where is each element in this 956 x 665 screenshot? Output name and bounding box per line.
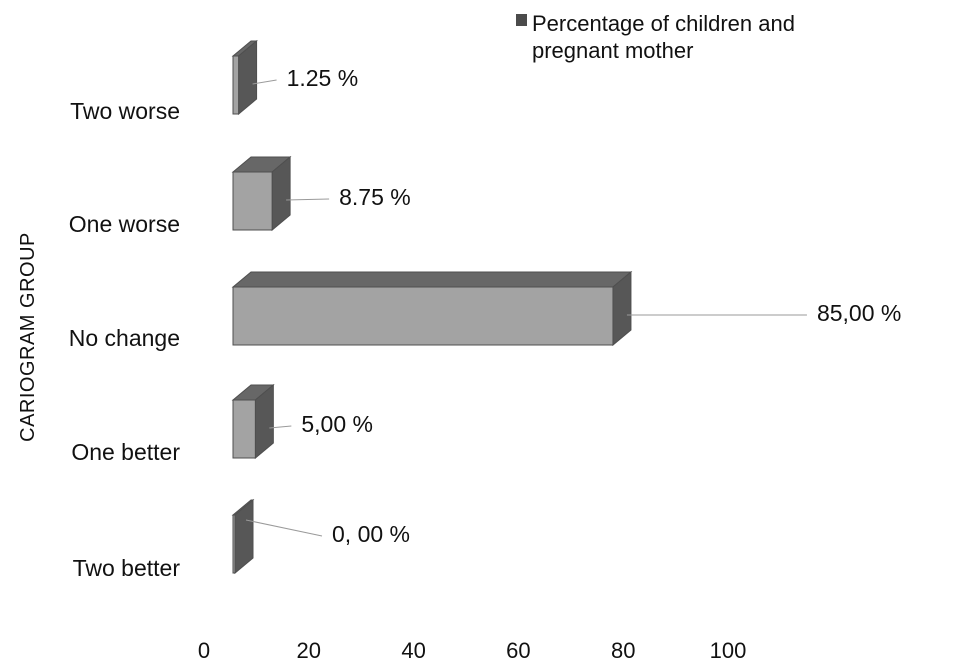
value-leader-lines <box>245 79 807 537</box>
value-leader-line <box>245 519 323 537</box>
x-axis-ticks: 0 20 40 60 80 100 <box>198 638 746 663</box>
bars <box>231 39 633 575</box>
x-tick-label: 0 <box>198 638 210 663</box>
legend-label-line-2: pregnant mother <box>532 38 693 63</box>
bar-front-face <box>232 399 256 459</box>
bar-front-face <box>232 171 273 231</box>
value-leader-line <box>269 425 292 429</box>
bar-group-two-better <box>231 498 255 575</box>
bar-group-no-change <box>231 270 633 347</box>
value-leader-line <box>286 198 330 201</box>
category-labels: Two worse One worse No change One better Two… <box>69 98 181 581</box>
legend: Percentage of children and pregnant moth… <box>516 11 801 63</box>
value-labels: 1.25 % 8.75 % 85,00 % 5,00 % 0, 00 % <box>287 65 902 547</box>
bar-group-two-worse <box>231 39 258 116</box>
value-label: 85,00 % <box>817 300 901 326</box>
x-tick-label: 20 <box>297 638 321 663</box>
category-label: One better <box>71 439 180 465</box>
x-tick-label: 40 <box>401 638 425 663</box>
bar-group-one-better <box>231 383 275 460</box>
bar-top-face <box>231 271 633 288</box>
bar-group-one-worse <box>231 155 292 232</box>
bar-front-face <box>232 55 240 115</box>
x-tick-label: 100 <box>710 638 747 663</box>
category-label: One worse <box>69 211 180 237</box>
value-label: 0, 00 % <box>332 521 410 547</box>
category-label: No change <box>69 325 180 351</box>
category-label: Two worse <box>70 98 180 124</box>
value-label: 1.25 % <box>287 65 359 91</box>
bar-front-face <box>232 286 614 346</box>
value-label: 8.75 % <box>339 184 411 210</box>
x-tick-label: 60 <box>506 638 530 663</box>
value-label: 5,00 % <box>301 411 373 437</box>
legend-label: Percentage of children and pregnant moth… <box>532 11 801 63</box>
value-leader-line <box>252 79 277 85</box>
bar-front-face <box>232 514 236 574</box>
legend-marker <box>516 14 527 26</box>
category-label: Two better <box>73 555 181 581</box>
y-axis-title: CARIOGRAM GROUP <box>17 232 39 442</box>
legend-label-line-1: Percentage of children and <box>532 11 795 36</box>
x-tick-label: 80 <box>611 638 635 663</box>
